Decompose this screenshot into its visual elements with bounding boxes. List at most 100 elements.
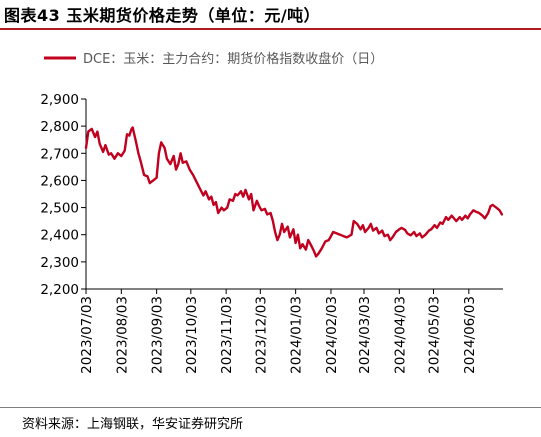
data-point xyxy=(166,158,168,160)
data-point xyxy=(226,207,228,209)
data-point xyxy=(189,169,191,171)
data-point xyxy=(455,220,457,222)
data-point xyxy=(381,230,383,232)
data-point xyxy=(372,230,374,232)
data-point xyxy=(398,228,400,230)
data-point xyxy=(410,234,412,236)
data-point xyxy=(415,235,417,237)
data-point xyxy=(195,181,198,183)
data-point xyxy=(472,209,474,211)
data-point xyxy=(451,215,453,217)
x-tick-label: 2024/01/03 xyxy=(289,296,305,374)
x-tick-label: 2023/12/03 xyxy=(253,296,269,374)
x-tick-label: 2024/03/03 xyxy=(357,296,373,374)
data-point xyxy=(113,158,116,160)
data-point xyxy=(445,216,447,218)
data-point xyxy=(339,234,341,236)
data-point xyxy=(459,216,461,218)
data-point xyxy=(324,240,326,243)
data-point xyxy=(439,221,441,224)
y-tick-label: 2,600 xyxy=(40,173,79,189)
data-point xyxy=(240,190,242,192)
data-point xyxy=(205,190,207,192)
data-point xyxy=(232,200,234,202)
data-point xyxy=(117,152,119,154)
data-point xyxy=(481,215,484,217)
data-point xyxy=(276,239,278,241)
data-point xyxy=(152,179,154,181)
data-point xyxy=(126,133,128,135)
data-point xyxy=(140,160,142,162)
data-point xyxy=(413,231,415,233)
data-point xyxy=(430,228,432,230)
data-point xyxy=(469,213,471,215)
data-point xyxy=(177,163,179,165)
data-point xyxy=(330,235,332,237)
data-point xyxy=(244,189,247,191)
y-tick-label: 2,500 xyxy=(40,201,79,217)
data-point xyxy=(202,194,204,196)
data-point xyxy=(487,212,489,214)
plot-area xyxy=(84,126,504,258)
data-point xyxy=(406,232,408,234)
data-point xyxy=(321,247,323,249)
data-point xyxy=(96,131,98,133)
data-point xyxy=(387,234,389,236)
data-point xyxy=(102,151,104,153)
data-point xyxy=(362,224,364,226)
x-tick-label: 2023/11/03 xyxy=(219,296,235,374)
x-axis: 2023/07/03 2023/08/03 2023/09/03 2023/10/03… xyxy=(79,288,503,374)
data-point xyxy=(217,212,219,214)
data-point xyxy=(250,193,252,195)
data-point xyxy=(234,193,236,195)
data-point xyxy=(208,198,210,200)
data-point xyxy=(434,224,436,226)
data-point xyxy=(495,207,497,209)
data-point xyxy=(395,231,397,233)
data-point xyxy=(499,209,501,211)
data-point xyxy=(332,231,334,233)
data-point xyxy=(91,128,93,130)
data-point xyxy=(256,200,258,202)
data-point xyxy=(424,234,427,236)
chart-title: 图表43 玉米期货价格走势（单位：元/吨） xyxy=(4,6,321,25)
data-point xyxy=(108,154,110,156)
data-point xyxy=(283,231,285,233)
data-point xyxy=(264,208,266,210)
data-point xyxy=(297,234,299,236)
y-tick-label: 2,700 xyxy=(40,146,79,162)
data-point xyxy=(149,182,151,184)
data-point xyxy=(315,255,317,257)
data-point xyxy=(370,223,372,225)
data-point xyxy=(287,226,289,228)
data-point xyxy=(295,242,297,244)
x-tick-label: 2024/06/03 xyxy=(462,296,478,374)
data-point xyxy=(292,228,294,230)
data-point xyxy=(313,250,315,252)
data-point xyxy=(467,217,469,219)
data-point xyxy=(378,232,380,234)
data-point xyxy=(461,219,463,221)
data-point xyxy=(364,231,366,233)
x-tick-label: 2024/05/03 xyxy=(427,296,443,374)
line-chart: DCE：玉米：主力合约：期货价格指数收盘价（日） 2,200 2,300 2,400… xyxy=(40,51,504,374)
data-point xyxy=(492,204,494,206)
data-point xyxy=(328,239,330,241)
data-point xyxy=(120,155,122,157)
data-point xyxy=(236,194,239,196)
y-axis: 2,200 2,300 2,400 2,500 2,600 2,700 2,800 2,900 xyxy=(40,92,87,298)
data-point xyxy=(87,131,89,133)
data-point xyxy=(342,235,345,237)
data-point xyxy=(213,204,215,206)
data-point xyxy=(99,143,101,145)
data-point xyxy=(442,223,444,225)
data-point xyxy=(104,144,106,146)
data-point xyxy=(484,217,486,219)
data-point xyxy=(391,236,394,238)
data-point xyxy=(281,223,283,225)
data-point xyxy=(309,243,312,245)
data-point xyxy=(248,198,250,200)
data-point xyxy=(447,219,449,221)
data-point xyxy=(307,239,309,241)
data-point xyxy=(85,147,87,149)
